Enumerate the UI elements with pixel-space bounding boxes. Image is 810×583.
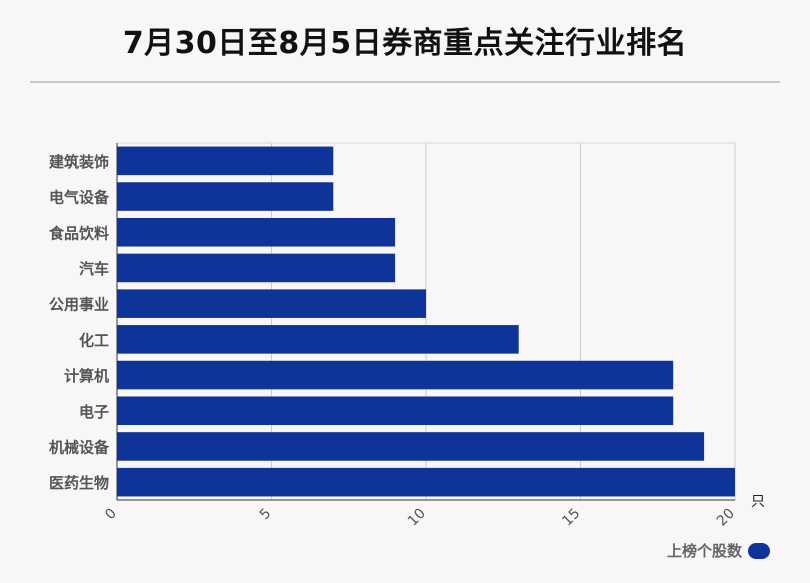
x-tick-label-0: 0	[102, 506, 120, 524]
category-label-9: 医药生物	[49, 474, 109, 492]
x-unit-label: 只	[751, 494, 765, 510]
bar-0	[117, 146, 334, 176]
x-tick-label-4: 20	[714, 506, 738, 530]
category-label-5: 化工	[79, 331, 109, 349]
chart-title: 7月30日至8月5日券商重点关注行业排名	[122, 26, 688, 61]
legend[interactable]: 上榜个股数	[667, 540, 770, 561]
bar-5	[117, 325, 519, 354]
bar-4	[117, 289, 426, 318]
x-tick-label-1: 5	[257, 506, 275, 524]
title-divider	[30, 81, 780, 83]
bar-1	[117, 182, 334, 211]
x-tick-label-2: 10	[405, 506, 429, 530]
category-label-7: 电子	[79, 403, 109, 421]
bar-8	[117, 432, 705, 461]
category-label-2: 食品饮料	[49, 224, 109, 242]
bar-2	[117, 217, 396, 247]
bar-3	[117, 253, 396, 283]
bar-7	[117, 396, 674, 426]
bar-9	[117, 467, 735, 497]
category-label-0: 建筑装饰	[49, 153, 109, 171]
legend-swatch	[748, 542, 770, 559]
category-label-3: 汽车	[79, 260, 109, 278]
x-tick-label-3: 15	[559, 506, 583, 530]
category-label-8: 机械设备	[49, 438, 110, 456]
legend-label: 上榜个股数	[666, 542, 742, 560]
category-label-1: 电气设备	[49, 189, 110, 207]
category-label-6: 计算机	[64, 367, 109, 385]
category-label-4: 公用事业	[49, 296, 109, 314]
bar-6	[117, 360, 674, 390]
